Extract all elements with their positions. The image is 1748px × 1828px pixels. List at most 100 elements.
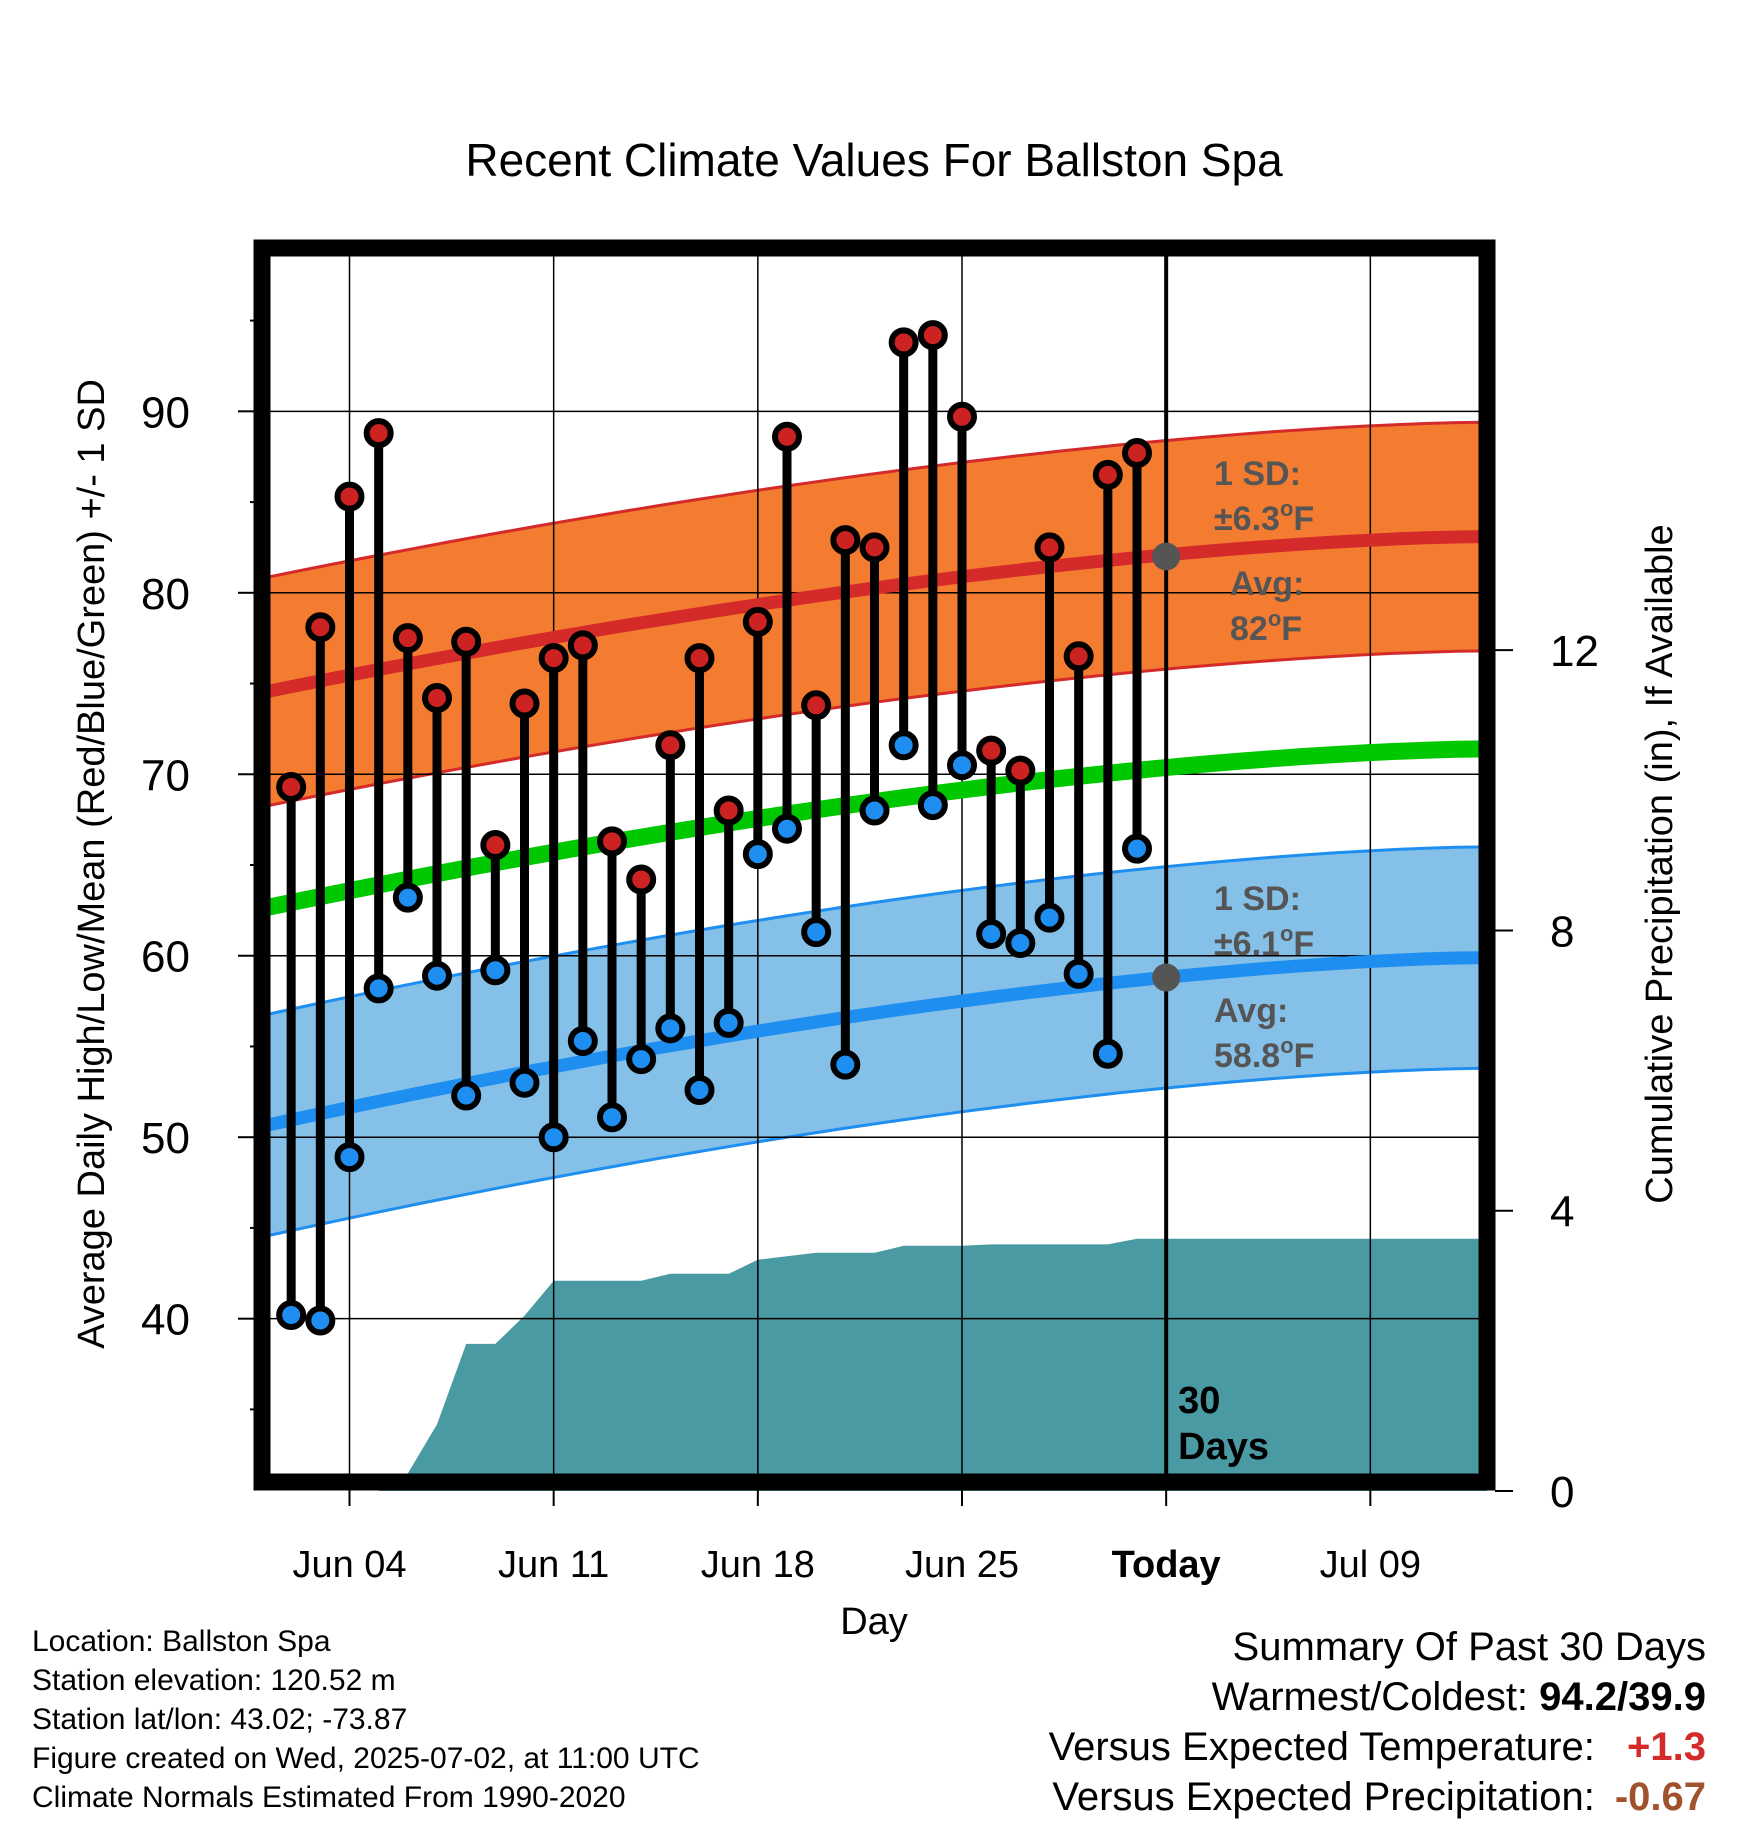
station-info: Location: Ballston Spa Station elevation…: [32, 1622, 700, 1817]
low-point: [655, 1013, 686, 1044]
low-avg-marker: [1152, 963, 1181, 992]
low-avg-label: Avg:: [1214, 992, 1288, 1030]
today-days-label: 30: [1178, 1380, 1220, 1422]
temp-deviation-value: +1.3: [1627, 1725, 1706, 1769]
today-days-label: Days: [1178, 1426, 1269, 1468]
low-point: [1034, 902, 1065, 933]
precip-layer: [378, 1238, 1488, 1491]
low-point: [509, 1067, 540, 1098]
high-point: [1063, 641, 1094, 672]
high-point: [742, 606, 773, 637]
low-point: [976, 918, 1007, 949]
low-point: [1005, 928, 1036, 959]
low-point: [422, 960, 452, 991]
high-point: [976, 735, 1007, 766]
x-tick-label: Jun 18: [701, 1544, 815, 1586]
low-point: [451, 1080, 482, 1111]
low-sd-value: ±6.1oF: [1214, 921, 1314, 963]
high-point: [451, 626, 482, 657]
low-point: [480, 955, 511, 986]
high-point: [713, 795, 744, 826]
high-point: [567, 630, 598, 661]
low-point: [713, 1007, 744, 1038]
high-point: [363, 418, 394, 449]
low-point: [626, 1044, 657, 1075]
elevation-text: Station elevation: 120.52 m: [32, 1664, 396, 1697]
x-tick-label: Jun 11: [498, 1544, 609, 1586]
high-point: [888, 327, 919, 358]
precip-area: [378, 1238, 1488, 1491]
high-point: [947, 401, 977, 432]
summary-panel: Summary Of Past 30 Days Warmest/Coldest:…: [1049, 1622, 1706, 1822]
high-point: [1122, 438, 1152, 469]
high-point: [538, 643, 569, 674]
summary-precip: Versus Expected Precipitation: -0.67: [1049, 1772, 1706, 1822]
y-tick-label: 80: [141, 570, 190, 619]
high-avg-marker: [1152, 542, 1181, 571]
x-axis-label: Day: [840, 1601, 908, 1643]
high-point: [1005, 755, 1036, 786]
high-avg-label: Avg:: [1230, 565, 1304, 603]
low-point: [830, 1049, 861, 1080]
high-point: [276, 771, 307, 802]
high-point: [655, 730, 686, 761]
daily-bars: [276, 320, 1152, 1336]
normals-text: Climate Normals Estimated From 1990-2020: [32, 1781, 626, 1814]
latlon-text: Station lat/lon: 43.02; -73.87: [32, 1703, 408, 1736]
low-point: [567, 1026, 598, 1057]
low-point: [363, 973, 394, 1004]
temp-label: Versus Expected Temperature:: [1048, 1725, 1595, 1769]
location-text: Location: Ballston Spa: [32, 1625, 331, 1658]
low-point: [684, 1075, 715, 1106]
y-tick-label: 90: [141, 388, 190, 437]
high-point: [392, 623, 423, 654]
high-point: [1092, 459, 1123, 490]
low-point: [305, 1305, 336, 1336]
low-point: [597, 1102, 627, 1133]
low-point: [947, 750, 977, 781]
low-point: [276, 1300, 307, 1331]
y-axis-label: Average Daily High/Low/Mean (Red/Blue/Gr…: [71, 379, 113, 1349]
summary-temp: Versus Expected Temperature: +1.3: [1049, 1722, 1706, 1772]
high-point: [1034, 532, 1065, 563]
high-point: [859, 532, 890, 563]
plot-frame: [253, 239, 1496, 1491]
y-tick-label: 50: [141, 1114, 190, 1163]
low-point: [538, 1122, 569, 1153]
warm-cold-label: Warmest/Coldest:: [1211, 1675, 1529, 1719]
high-sd-value: ±6.3oF: [1214, 496, 1314, 538]
y2-tick-label: 4: [1550, 1188, 1574, 1237]
high-point: [830, 525, 861, 556]
y-tick-label: 60: [141, 933, 190, 982]
x-tick-label: Today: [1112, 1544, 1221, 1586]
low-point: [1063, 958, 1094, 989]
high-point: [305, 612, 336, 643]
high-point: [626, 864, 657, 895]
low-point: [1092, 1038, 1123, 1069]
high-point: [422, 683, 452, 714]
created-text: Figure created on Wed, 2025-07-02, at 11…: [32, 1742, 700, 1775]
y-tick-label: 40: [141, 1296, 190, 1345]
high-point: [509, 688, 540, 719]
low-point: [334, 1142, 365, 1173]
low-point: [392, 882, 423, 913]
chart-title: Recent Climate Values For Ballston Spa: [465, 134, 1283, 186]
warm-cold-value: 94.2/39.9: [1539, 1675, 1706, 1719]
low-point: [859, 795, 890, 826]
high-point: [334, 481, 365, 512]
high-point: [684, 643, 715, 674]
low-point: [888, 730, 919, 761]
low-point: [1122, 833, 1152, 864]
high-point: [917, 320, 948, 351]
high-point: [597, 826, 627, 857]
y-tick-label: 70: [141, 751, 190, 800]
x-tick-label: Jun 04: [292, 1544, 406, 1586]
summary-title: Summary Of Past 30 Days: [1232, 1625, 1706, 1669]
low-point: [772, 813, 802, 844]
low-point: [801, 917, 832, 948]
low-point: [917, 790, 948, 821]
high-sd-label: 1 SD:: [1214, 455, 1301, 493]
